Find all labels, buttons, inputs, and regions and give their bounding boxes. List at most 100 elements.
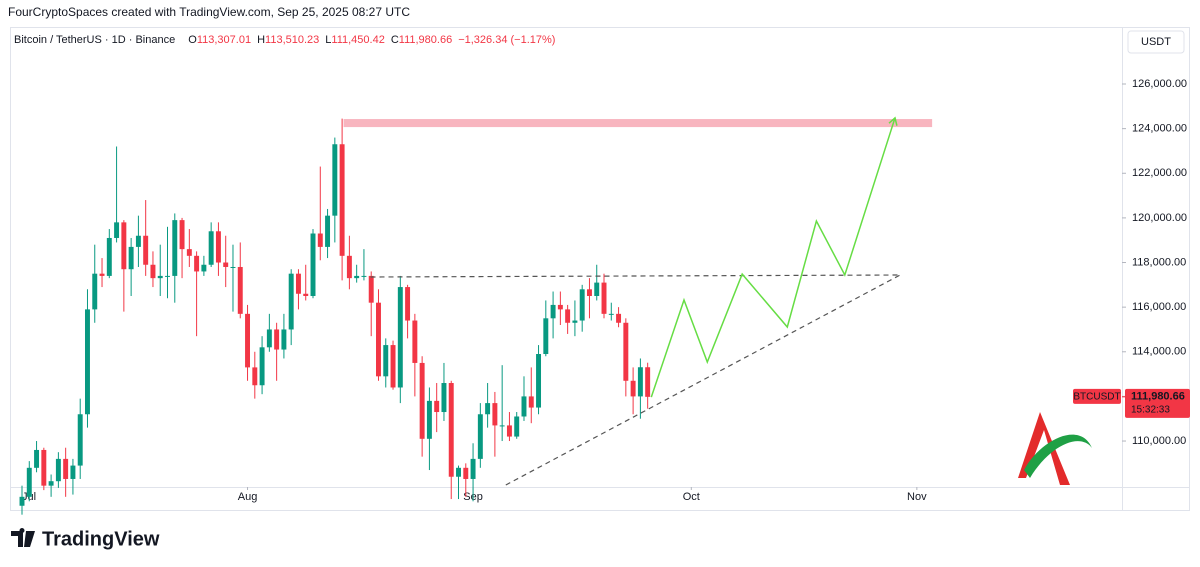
candle-body [179, 220, 185, 250]
candle-body [492, 403, 498, 426]
candle-body [397, 287, 403, 388]
candle-body [266, 329, 272, 348]
candle-body [405, 287, 411, 321]
candle-body [186, 249, 192, 256]
candle-body [470, 458, 476, 479]
candle-body [645, 367, 651, 397]
y-tick-label: 114,000.00 [1132, 346, 1186, 358]
candle-body [354, 275, 360, 279]
currency-button[interactable] [1127, 30, 1185, 54]
legend-key: L [325, 34, 331, 46]
candle-body [608, 313, 614, 315]
candle-body [281, 329, 287, 350]
currency[interactable]: USDT [1141, 36, 1171, 48]
candle-body [317, 233, 323, 247]
brand: TradingView [42, 528, 160, 550]
legend-key: O [188, 34, 197, 46]
candle-body [412, 320, 418, 363]
candle-body [565, 309, 571, 323]
candle-body [550, 304, 556, 319]
candle-body [536, 354, 542, 408]
candle-body [295, 273, 301, 294]
candle-body [499, 425, 505, 427]
candle-body [383, 345, 389, 377]
candle-body [157, 275, 163, 279]
candle-body [208, 231, 214, 265]
candle-body [26, 467, 32, 497]
x-tick-label: Aug [238, 491, 258, 503]
tradingview-logo [11, 527, 35, 547]
symbol-tag [1073, 388, 1121, 404]
legend-change: −1,326.34 (−1.17%) [458, 34, 555, 46]
candle-body [426, 400, 432, 439]
candle-body [456, 467, 461, 477]
candle-body [448, 383, 454, 477]
y-tick-label: 126,000.00 [1132, 78, 1187, 90]
candle-body [201, 264, 207, 272]
projection-path [650, 117, 896, 398]
candle-body [48, 481, 54, 486]
candle-body [303, 293, 309, 296]
candle-body [339, 144, 345, 256]
candle-body [346, 255, 352, 279]
candle-body [485, 403, 491, 415]
candle-body [601, 282, 607, 314]
candle-body [325, 215, 331, 247]
candle-body [274, 329, 280, 350]
candle-body [616, 313, 622, 323]
legend-value: 111,450.42 [331, 34, 384, 46]
candle-body [63, 458, 69, 479]
candle-body [630, 380, 636, 397]
x-tick-label: Oct [683, 491, 700, 503]
candle-body [237, 266, 243, 314]
candle-body [252, 367, 258, 386]
candle-body [70, 465, 76, 479]
candle-body [259, 347, 265, 386]
candle-body [543, 318, 549, 355]
candle-body [637, 367, 643, 397]
candle-body [165, 275, 170, 277]
candle-body [230, 266, 236, 268]
y-tick-label: 120,000.00 [1132, 212, 1187, 224]
candle-body [332, 144, 338, 216]
candle-body [194, 255, 200, 272]
price-tag [1125, 388, 1190, 418]
y-tick-label: 122,000.00 [1132, 167, 1187, 179]
candle-body [623, 322, 629, 381]
candle-body [85, 309, 90, 415]
y-tick-label: 124,000.00 [1132, 123, 1187, 135]
candle-body [514, 416, 520, 437]
price-tag-label: 111,980.66 [1131, 391, 1185, 403]
candle-body [434, 400, 440, 413]
chart-frame [10, 27, 1190, 511]
candle-body [19, 496, 25, 506]
candle-body [135, 235, 141, 247]
candle-body [215, 231, 221, 263]
candle-body [557, 304, 563, 310]
candle-body [528, 396, 534, 408]
candle-body [419, 362, 425, 439]
candle-body [55, 458, 61, 482]
legend-value: 113,307.01 [197, 34, 251, 46]
support-line [505, 274, 901, 486]
legend-key: H [257, 34, 265, 46]
symbol-tag-label: BTCUSDT [1073, 391, 1120, 402]
projection-arrowhead [888, 116, 898, 126]
candle-body [150, 264, 156, 279]
y-tick-label: 118,000.00 [1132, 256, 1186, 268]
resistance-line [370, 274, 901, 278]
candle-body [594, 282, 600, 296]
legend-value: 113,510.23 [265, 34, 319, 46]
countdown: 15:32:33 [1131, 404, 1170, 415]
candle-body [361, 275, 367, 277]
candle-body [288, 273, 294, 330]
legend-key: C [391, 34, 399, 46]
candle-body [143, 235, 149, 265]
candle-body [121, 222, 127, 270]
candle-body [128, 246, 134, 270]
y-tick-label: 110,000.00 [1132, 435, 1186, 447]
candle-body [477, 414, 483, 459]
